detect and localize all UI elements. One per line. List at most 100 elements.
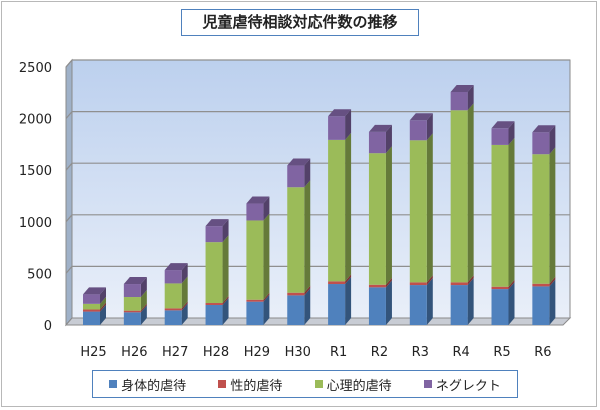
bar-segment-0 <box>83 311 100 325</box>
bar-segment-3 <box>409 120 427 141</box>
x-tick-label: H25 <box>80 345 106 360</box>
bar-segment-0 <box>287 295 305 325</box>
bar-side-2 <box>345 132 352 282</box>
bar-side-2 <box>100 296 106 310</box>
bar-top <box>123 277 147 285</box>
bar-H27 <box>164 263 188 325</box>
bar-segment-0 <box>123 312 141 325</box>
chart-title: 児童虐待相談対応件数の推移 <box>181 9 419 36</box>
bar-top <box>246 196 270 204</box>
bar-side-3 <box>467 84 474 111</box>
y-tick-label: 500 <box>27 267 52 282</box>
y-tick-label: 1000 <box>19 216 52 231</box>
bar-top <box>83 287 106 295</box>
legend-label: 性的虐待 <box>230 378 283 394</box>
bar-segment-1 <box>164 308 182 311</box>
bar-side-3 <box>222 219 229 243</box>
bar-segment-2 <box>532 154 550 284</box>
bar-R1 <box>328 109 352 325</box>
bar-top <box>532 125 556 133</box>
bar-segment-1 <box>328 281 346 285</box>
y-tick-label: 2500 <box>19 61 52 76</box>
bar-side-0 <box>345 277 352 325</box>
bar-side-1 <box>385 277 392 288</box>
legend-swatch <box>218 380 227 388</box>
bar-segment-2 <box>287 187 305 293</box>
bar-side-3 <box>304 158 311 188</box>
bar-segment-3 <box>83 294 100 304</box>
bar-side-0 <box>140 305 147 325</box>
bar-segment-1 <box>205 303 223 305</box>
bar-side-2 <box>222 235 229 304</box>
floor <box>64 317 572 326</box>
bar-side-0 <box>222 297 229 325</box>
y-tick-label: 2000 <box>19 113 52 128</box>
gridline-side <box>65 266 73 274</box>
bar-segment-2 <box>205 242 223 304</box>
bar-side-3 <box>181 263 188 284</box>
bar-H26 <box>123 277 147 325</box>
x-tick-label: H27 <box>162 345 188 360</box>
bar-top <box>368 124 392 132</box>
bar-R4 <box>450 84 474 325</box>
bar-segment-3 <box>450 91 468 111</box>
bar-R2 <box>368 124 392 325</box>
bar-side-3 <box>508 121 515 145</box>
bar-segment-2 <box>450 110 468 283</box>
bar-segment-2 <box>246 220 264 300</box>
bar-segment-1 <box>368 284 386 288</box>
bar-segment-2 <box>491 144 509 287</box>
bar-side-0 <box>508 282 515 325</box>
bar-side-3 <box>549 125 556 155</box>
bar-H25 <box>83 287 106 325</box>
bar-segment-1 <box>450 282 468 286</box>
bar-top <box>450 84 474 92</box>
bar-segment-3 <box>287 165 305 188</box>
bar-segment-0 <box>450 285 468 325</box>
bar-segment-3 <box>123 284 141 298</box>
bar-side-1 <box>345 274 352 285</box>
bar-side-0 <box>426 278 433 325</box>
bar-top <box>409 113 433 121</box>
bar-segment-0 <box>164 310 182 325</box>
bar-segment-2 <box>83 303 100 310</box>
bar-top <box>491 121 515 129</box>
bar-side-1 <box>549 276 556 287</box>
legend-item: 心理的虐待 <box>314 375 392 394</box>
bar-segment-3 <box>328 116 346 140</box>
bar-side-3 <box>345 109 352 140</box>
bar-side-1 <box>467 275 474 286</box>
bar-segment-1 <box>532 283 550 287</box>
bar-top <box>164 263 188 271</box>
y-tick-label: 0 <box>44 319 52 334</box>
bar-H30 <box>287 158 311 325</box>
bar-segment-2 <box>328 139 346 282</box>
gridline-side <box>65 59 73 68</box>
bar-segment-0 <box>368 287 386 325</box>
bar-side-3 <box>263 196 270 221</box>
legend-label: ネグレクト <box>435 378 501 394</box>
legend-item: ネグレクト <box>423 375 501 394</box>
bar-segment-3 <box>532 132 550 155</box>
bar-H28 <box>205 219 229 325</box>
legend-label: 身体的虐待 <box>121 378 187 394</box>
side-wall <box>65 58 73 327</box>
bar-side-2 <box>181 276 188 309</box>
bar-side-2 <box>508 137 515 287</box>
bar-top <box>205 219 229 227</box>
x-tick-label: R6 <box>534 345 551 360</box>
bar-side-0 <box>100 304 106 325</box>
bar-side-2 <box>426 133 433 283</box>
bar-top <box>287 158 311 166</box>
bar-side-0 <box>467 278 474 325</box>
bar-side-1 <box>426 275 433 286</box>
bar-segment-3 <box>246 203 264 221</box>
bar-side-2 <box>304 180 311 293</box>
bar-side-1 <box>263 292 270 302</box>
bar-segment-1 <box>409 282 427 286</box>
bar-side-1 <box>100 302 106 312</box>
legend-item: 身体的虐待 <box>109 375 186 394</box>
bar-segment-1 <box>246 299 264 302</box>
gridline-side <box>65 214 73 223</box>
